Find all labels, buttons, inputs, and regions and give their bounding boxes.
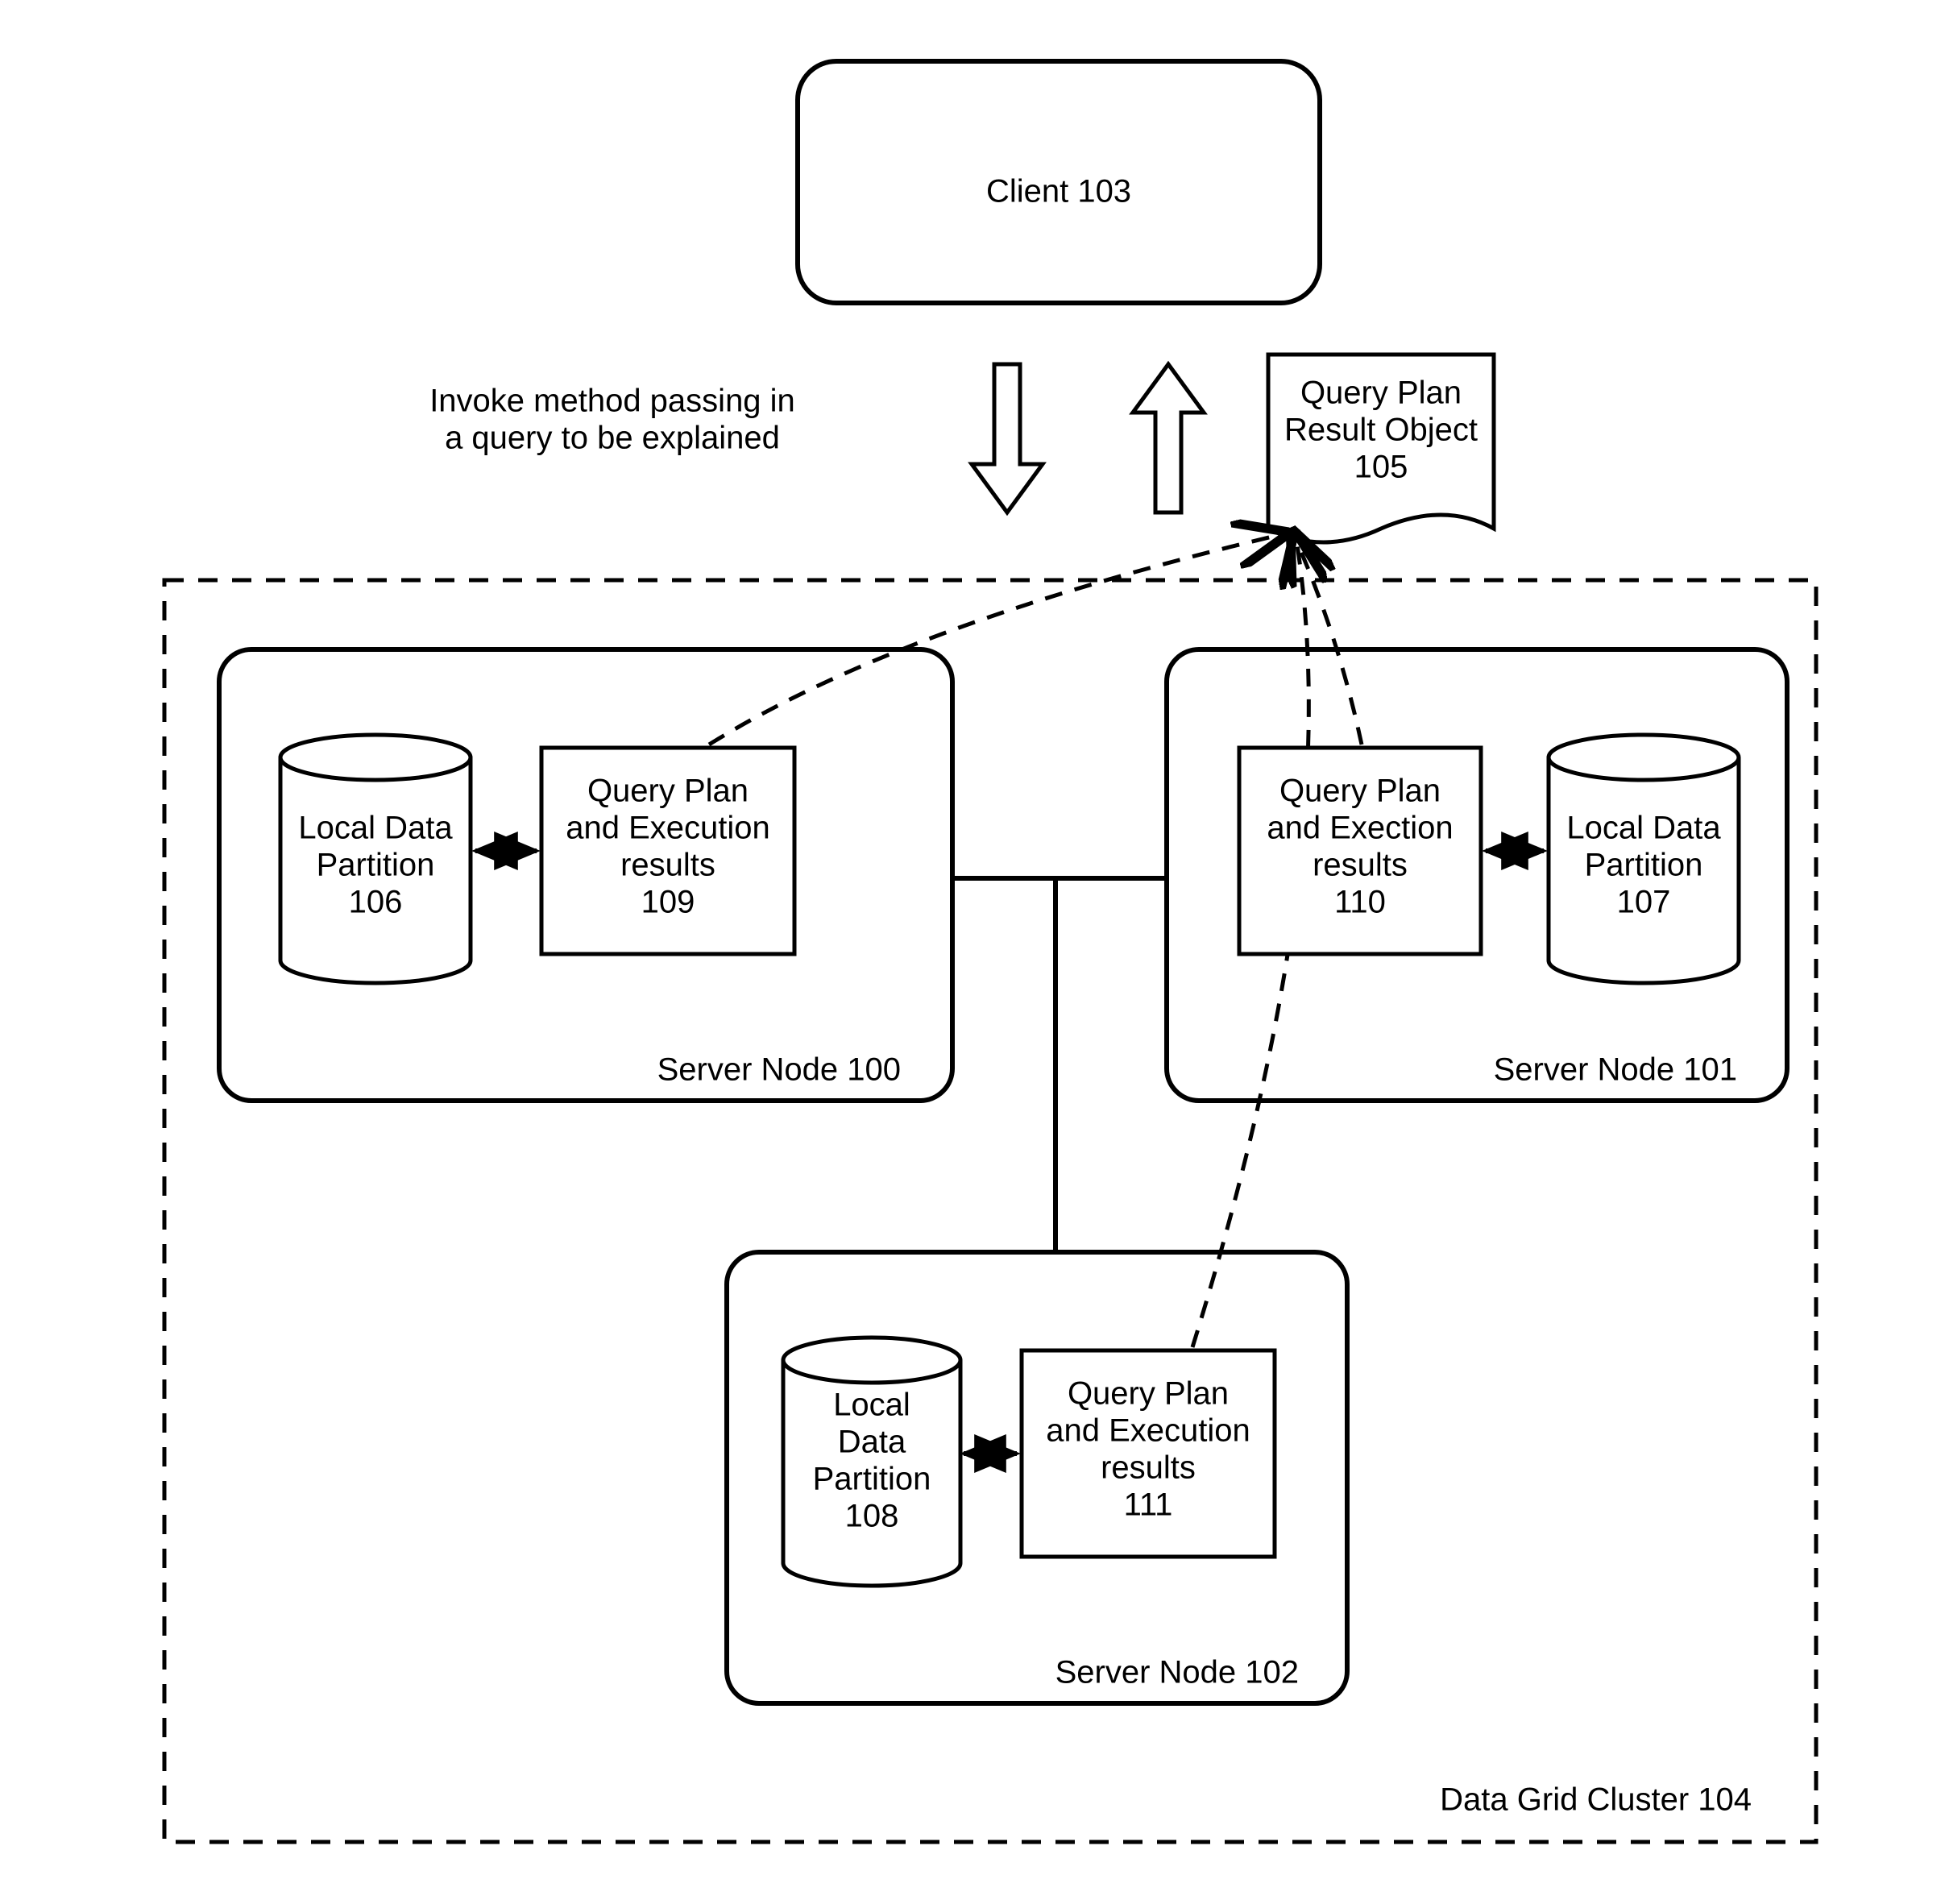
- up-block-arrow: [1133, 364, 1204, 512]
- server-node-100-cylinder-label: 106: [349, 885, 403, 920]
- server-node-100-queryplan-label: and Execution: [566, 811, 770, 846]
- server-node-101-cylinder-label: Partition: [1585, 848, 1703, 883]
- server-node-101-queryplan-label: results: [1313, 848, 1408, 883]
- server-node-102-cylinder-label: Local: [833, 1388, 910, 1423]
- server-node-102-cylinder-label: Data: [838, 1425, 906, 1460]
- client-label: Client 103: [986, 174, 1131, 209]
- flow-from109: [709, 533, 1286, 745]
- result-doc-text: Result Object: [1284, 413, 1478, 448]
- server-node-100-label: Server Node 100: [657, 1052, 901, 1088]
- server-node-102-cylinder-label: 108: [845, 1499, 899, 1534]
- result-doc-text: 105: [1354, 450, 1408, 485]
- server-node-101-queryplan-label: and Exection: [1267, 811, 1453, 846]
- flow-from110: [1292, 532, 1362, 745]
- server-node-102-cylinder-top: [783, 1338, 960, 1383]
- server-node-101-queryplan-label: Query Plan: [1279, 774, 1441, 809]
- server-node-101-cylinder-label: 107: [1617, 885, 1671, 920]
- server-node-101-queryplan-label: 110: [1334, 885, 1386, 920]
- server-node-100-queryplan-label: 109: [641, 885, 695, 920]
- server-node-101-label: Server Node 101: [1494, 1052, 1737, 1088]
- invoke-text: Invoke method passing in: [429, 384, 795, 419]
- cluster-label: Data Grid Cluster 104: [1440, 1782, 1752, 1818]
- result-doc-text: Query Plan: [1300, 375, 1462, 411]
- server-node-100-cylinder-label: Partition: [317, 848, 435, 883]
- server-node-102-queryplan-label: 111: [1124, 1487, 1173, 1523]
- server-node-102-label: Server Node 102: [1055, 1655, 1299, 1690]
- server-node-100-cylinder-label: Local Data: [298, 811, 453, 846]
- invoke-text: a query to be explained: [445, 421, 780, 456]
- server-node-102-cylinder-label: Partition: [813, 1462, 931, 1497]
- server-node-100-cylinder-top: [280, 735, 471, 780]
- server-node-101-cylinder-top: [1549, 735, 1739, 780]
- server-node-100-queryplan-label: results: [620, 848, 715, 883]
- server-node-102-queryplan-label: Query Plan: [1068, 1376, 1229, 1412]
- server-node-102-queryplan-label: and Execution: [1046, 1413, 1250, 1449]
- server-node-100-queryplan-label: Query Plan: [587, 774, 749, 809]
- server-node-102-queryplan-label: results: [1101, 1450, 1196, 1486]
- down-block-arrow: [972, 364, 1043, 512]
- server-node-101-cylinder-label: Local Data: [1566, 811, 1721, 846]
